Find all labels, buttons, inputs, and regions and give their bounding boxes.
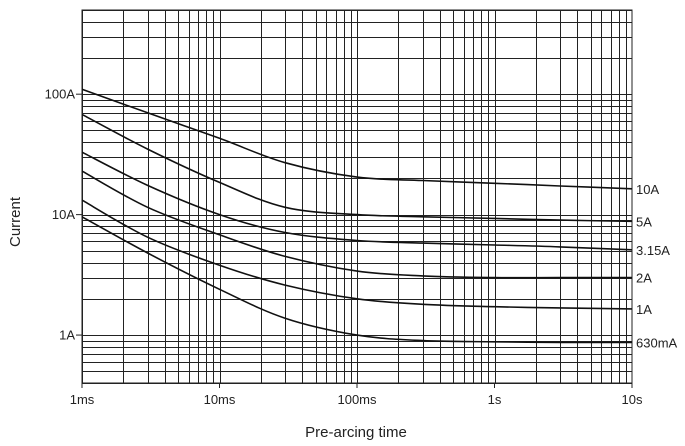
x-tick-label: 10ms	[204, 392, 236, 407]
series-curve-5A	[81, 113, 633, 223]
series-label-10A: 10A	[636, 182, 659, 197]
series-label-2A: 2A	[636, 271, 652, 286]
axis-ticks: 1ms 10ms 100ms 1s 10s 1A 10A 100A	[45, 87, 643, 407]
y-axis-title: Current	[7, 196, 24, 247]
y-tick-label: 1A	[59, 328, 75, 343]
x-tick-label: 1ms	[70, 392, 95, 407]
x-tick-label: 10s	[622, 392, 643, 407]
series-curve-2A	[81, 170, 632, 279]
series-curve-630mA	[81, 216, 633, 344]
series-label-3.15A: 3.15A	[636, 243, 670, 258]
x-tick-label: 100ms	[337, 392, 377, 407]
series-labels: 10A 5A 3.15A 2A 1A 630mA	[636, 182, 678, 351]
series-curve-1A	[81, 199, 633, 310]
series-curves	[81, 88, 633, 344]
series-label-1A: 1A	[636, 302, 652, 317]
series-curve-3.15A	[81, 151, 633, 251]
x-axis-title: Pre-arcing time	[305, 424, 407, 441]
y-tick-label: 10A	[52, 207, 75, 222]
x-tick-label: 1s	[488, 392, 502, 407]
y-tick-label: 100A	[45, 87, 76, 102]
series-label-630mA: 630mA	[636, 335, 678, 350]
grid-lines	[82, 10, 632, 384]
series-label-5A: 5A	[636, 214, 652, 229]
series-curve-10A	[81, 88, 633, 190]
